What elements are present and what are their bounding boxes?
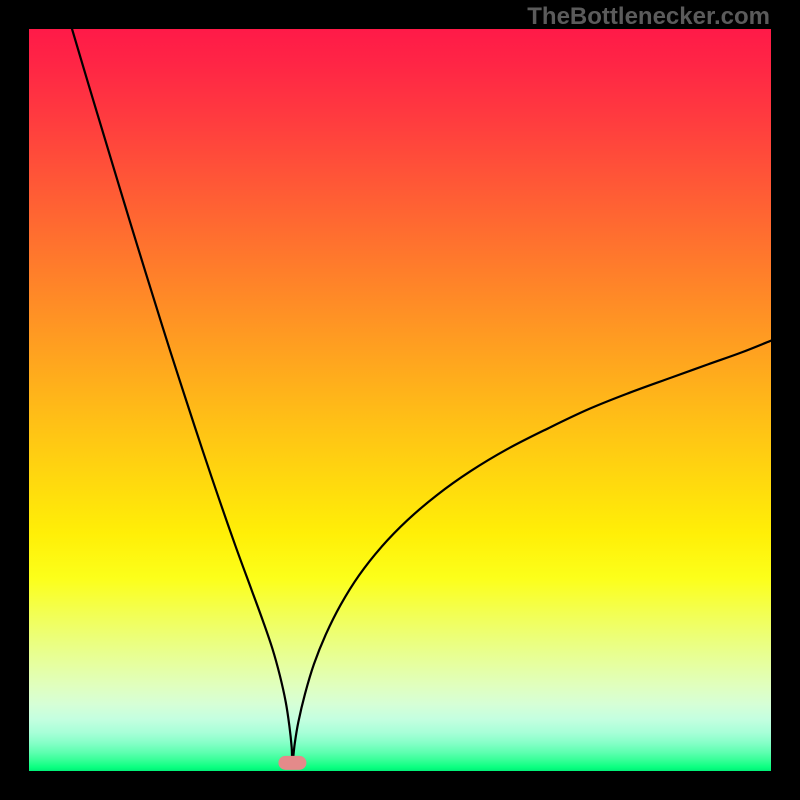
- minimum-marker: [278, 756, 306, 770]
- chart-frame: TheBottlenecker.com: [0, 0, 800, 800]
- plot-area: [29, 29, 771, 771]
- watermark-text: TheBottlenecker.com: [527, 3, 770, 31]
- gradient-background: [29, 29, 771, 771]
